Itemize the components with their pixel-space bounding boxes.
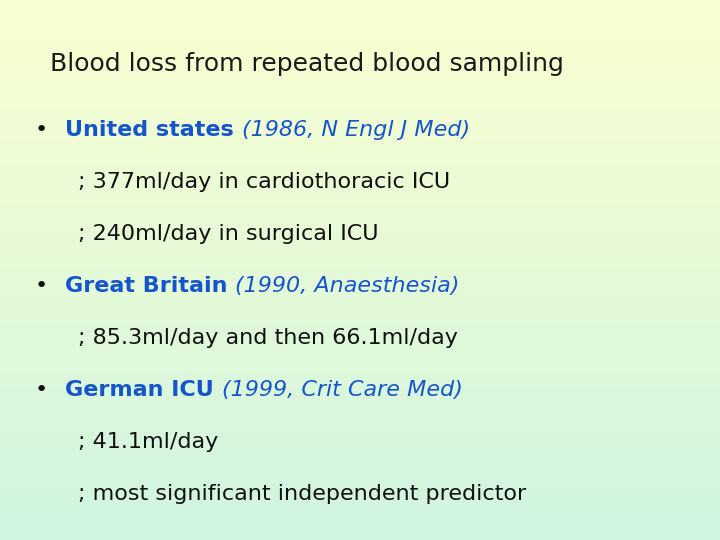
Text: Blood loss from repeated blood sampling: Blood loss from repeated blood sampling (50, 52, 564, 76)
Text: United states: United states (65, 120, 241, 140)
Text: ; 85.3ml/day and then 66.1ml/day: ; 85.3ml/day and then 66.1ml/day (78, 328, 458, 348)
Text: German ICU: German ICU (65, 380, 222, 400)
Text: (1990, Anaesthesia): (1990, Anaesthesia) (235, 276, 459, 296)
Text: ; most significant independent predictor: ; most significant independent predictor (78, 484, 526, 504)
Text: •: • (35, 380, 48, 400)
Text: (1986, N Engl J Med): (1986, N Engl J Med) (241, 120, 469, 140)
Text: •: • (35, 120, 48, 140)
Text: •: • (35, 276, 48, 296)
Text: Great Britain: Great Britain (65, 276, 235, 296)
Text: ; 377ml/day in cardiothoracic ICU: ; 377ml/day in cardiothoracic ICU (78, 172, 450, 192)
Text: (1999, Crit Care Med): (1999, Crit Care Med) (222, 380, 462, 400)
Text: ; 240ml/day in surgical ICU: ; 240ml/day in surgical ICU (78, 224, 379, 244)
Text: ; 41.1ml/day: ; 41.1ml/day (78, 432, 218, 452)
